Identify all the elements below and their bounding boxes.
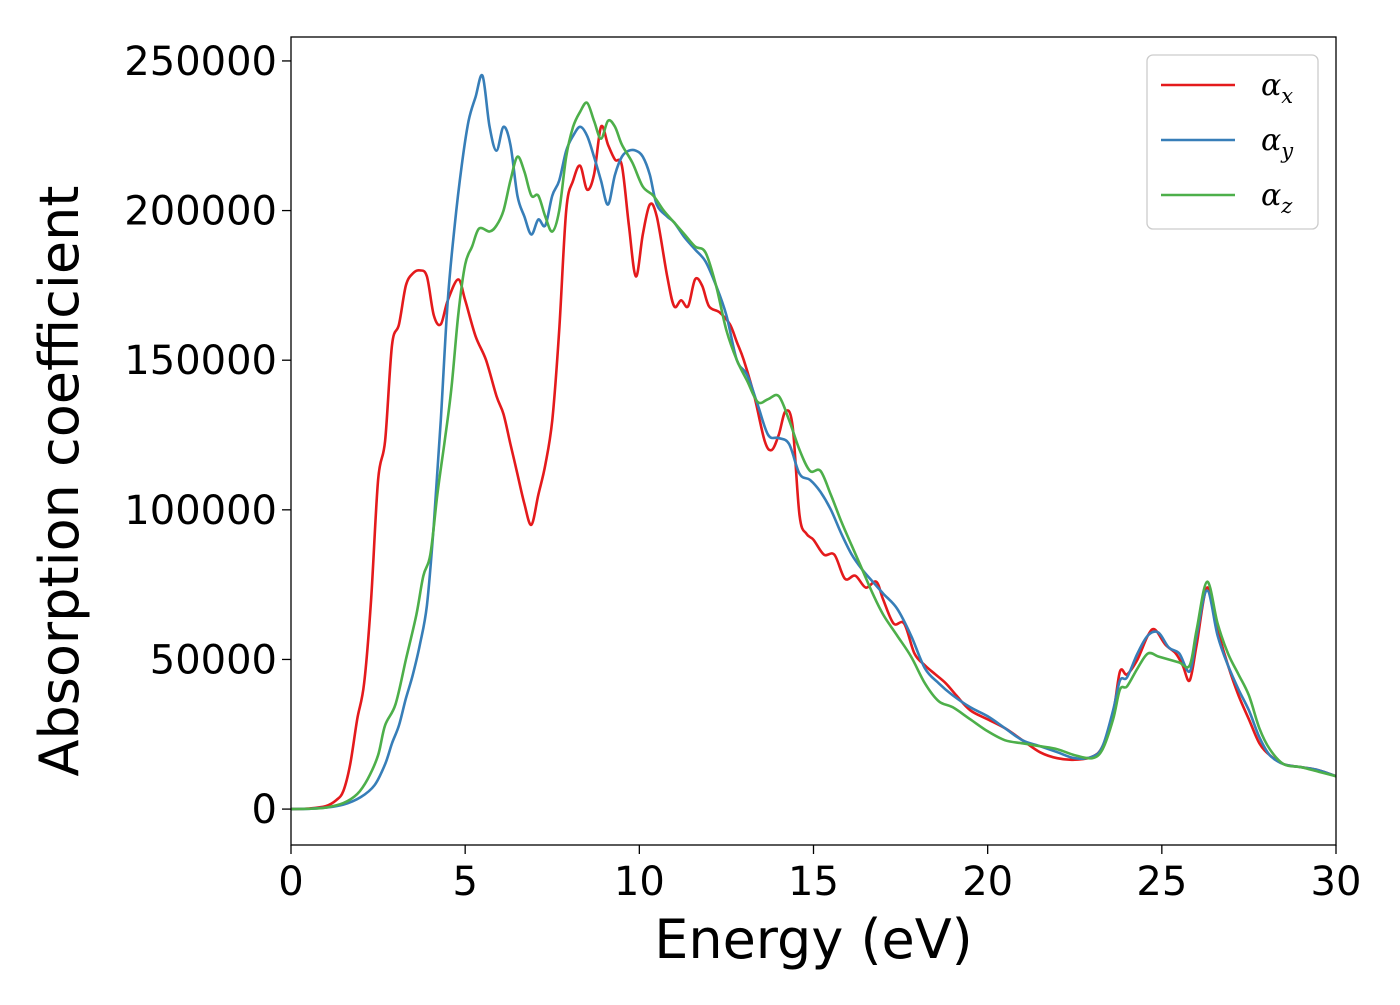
x-axis-label: Energy (eV) [654, 908, 973, 971]
series-line-y [291, 73, 1336, 811]
x-tick-label: 20 [962, 859, 1013, 905]
x-tick-label: 5 [452, 859, 477, 905]
x-tick-label: 30 [1311, 859, 1362, 905]
x-tick-label: 10 [614, 859, 665, 905]
series-group [291, 73, 1336, 811]
series-line-x [291, 124, 1336, 811]
legend-box [1146, 54, 1319, 230]
plot-area [291, 73, 1336, 811]
x-tick-label: 15 [788, 859, 839, 905]
x-tick-label: 0 [278, 859, 303, 905]
y-tick-label: 200000 [124, 189, 277, 235]
series-line-z [291, 101, 1336, 811]
y-tick-label: 150000 [124, 338, 277, 384]
y-axis-label: Absorption coefficient [28, 186, 91, 777]
y-tick-label: 0 [252, 787, 277, 833]
y-tick-label: 50000 [150, 637, 277, 683]
y-tick-label: 250000 [124, 39, 277, 85]
x-tick-label: 25 [1136, 859, 1187, 905]
y-tick-label: 100000 [124, 488, 277, 534]
axes: 0 5 10 15 20 25 30 0 50000 100000 150000 200000 2500… [124, 36, 1362, 905]
